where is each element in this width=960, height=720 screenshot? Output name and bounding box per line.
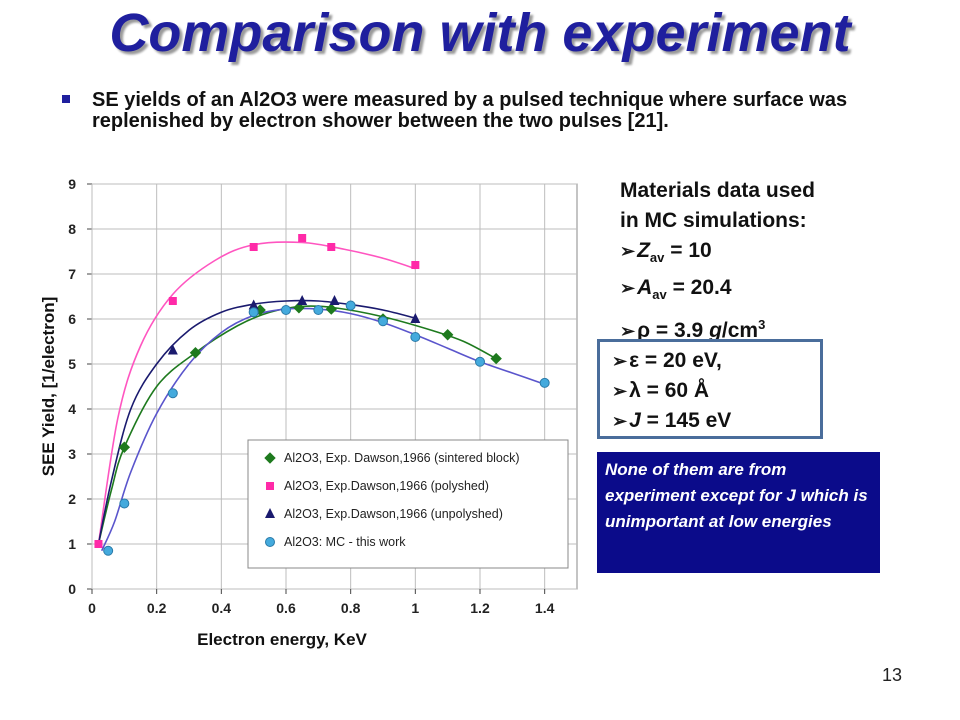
x-axis-label: Electron energy, KeV [197, 630, 367, 649]
data-point-circle [475, 356, 485, 367]
data-point-square [94, 540, 103, 548]
x-tick-label: 1 [411, 600, 419, 616]
a-subscript: av [652, 287, 667, 303]
y-tick-label: 6 [68, 311, 76, 327]
data-point-circle [167, 388, 178, 399]
data-point-triangle [410, 313, 421, 323]
x-tick-label: 0.2 [147, 600, 167, 616]
data-point-circle [248, 307, 259, 318]
data-point-diamond [490, 352, 502, 365]
data-point-triangle [167, 344, 178, 355]
lambda-row: ➢λ = 60 Å [612, 376, 820, 406]
data-point-triangle [248, 299, 259, 310]
data-point-diamond [118, 441, 131, 453]
data-point-square [327, 243, 336, 251]
z-symbol: Z [637, 239, 650, 262]
data-point-circle [378, 316, 388, 327]
data-point-diamond [441, 329, 454, 341]
note-box: None of them are from experiment except … [597, 452, 880, 573]
see-yield-chart: 0 1 2 3 4 5 6 7 8 9 0 0.2 0.4 0.6 0.8 1 1.2 1.4 Electron e… [39, 176, 578, 649]
x-tick-label: 0.8 [341, 600, 361, 616]
arrow-bullet-icon: ➢ [620, 241, 636, 261]
data-point-circle [103, 545, 114, 556]
x-tick-label: 0.6 [276, 600, 296, 616]
j-value: = 145 eV [640, 409, 732, 432]
eps-symbol: ε [629, 349, 640, 372]
data-point-square [168, 297, 177, 305]
series-curve-square [97, 241, 416, 545]
data-point-diamond [325, 303, 337, 315]
arrow-bullet-icon: ➢ [612, 381, 628, 401]
lambda-symbol: λ [629, 379, 641, 402]
materials-data-panel: Materials data used in MC simulations: ➢… [620, 176, 815, 346]
rho-symbol: ρ [637, 319, 651, 343]
arrow-bullet-icon: ➢ [612, 351, 628, 371]
y-tick-label: 8 [68, 221, 76, 237]
y-tick-label: 4 [68, 401, 76, 417]
data-point-square [411, 261, 420, 269]
legend-marker-triangle [265, 508, 275, 518]
y-tick-label: 3 [68, 446, 76, 462]
y-tick-label: 0 [68, 581, 76, 597]
arrow-bullet-icon: ➢ [620, 278, 636, 299]
data-point-circle [119, 498, 130, 509]
materials-a-row: ➢Aav = 20.4 [620, 273, 815, 310]
page-number: 13 [882, 665, 903, 685]
data-point-circle [313, 305, 324, 315]
materials-header-line1: Materials data used [620, 179, 815, 202]
legend-box [247, 439, 569, 569]
bullet-square-icon [62, 95, 70, 103]
y-axis-label: SEE Yield, [1/electron] [39, 297, 58, 477]
z-value: = 10 [664, 239, 712, 262]
rho-unit-g: g [709, 319, 722, 343]
model-parameters-box: ➢ε = 20 eV, ➢λ = 60 Å ➢J = 145 eV [597, 339, 823, 439]
y-tick-label: 5 [68, 356, 76, 372]
rho-value: = 3.9 [650, 319, 710, 343]
x-tick-label: 0.4 [212, 600, 232, 616]
legend-label: Al2O3, Exp. Dawson,1966 (sintered block) [284, 451, 520, 465]
y-tick-label: 1 [68, 536, 76, 552]
bullet-text: SE yields of an Al2O3 were measured by a… [92, 89, 848, 132]
y-tick-label: 7 [68, 266, 76, 282]
a-symbol: A [637, 276, 653, 300]
arrow-bullet-icon: ➢ [620, 321, 636, 342]
data-point-diamond [189, 347, 202, 359]
rho-unit-cm: /cm [721, 319, 759, 343]
materials-rho-row: ➢ρ = 3.9 g/cm3 [620, 310, 815, 346]
j-row: ➢J = 145 eV [612, 406, 820, 436]
data-point-square [249, 243, 258, 251]
materials-header-line2: in MC simulations: [620, 209, 807, 232]
eps-value: = 20 eV, [639, 349, 722, 372]
y-tick-label: 2 [68, 491, 76, 507]
data-point-circle [345, 300, 356, 311]
j-symbol: J [629, 409, 641, 432]
eps-row: ➢ε = 20 eV, [612, 346, 820, 376]
a-value: = 20.4 [666, 276, 732, 300]
legend-label: Al2O3, Exp.Dawson,1966 (unpolyshed) [284, 507, 503, 521]
x-tick-label: 1.4 [535, 600, 555, 616]
x-tick-label: 0 [88, 600, 96, 616]
x-tick-label: 1.2 [470, 600, 490, 616]
slide-title: Comparison with experiment [109, 3, 851, 63]
legend-marker-square [266, 482, 274, 490]
legend-label: Al2O3: MC - this work [284, 535, 406, 549]
data-point-triangle [329, 295, 340, 305]
rho-unit-exponent: 3 [758, 317, 766, 333]
data-point-circle [410, 332, 421, 342]
materials-z-row: ➢Zav = 10 [620, 236, 815, 273]
z-subscript: av [649, 250, 665, 266]
legend-marker-circle [265, 537, 275, 547]
data-point-square [298, 234, 307, 242]
legend-label: Al2O3, Exp.Dawson,1966 (polyshed) [284, 479, 489, 493]
data-point-diamond [293, 302, 305, 314]
legend-marker-diamond [264, 452, 276, 464]
arrow-bullet-icon: ➢ [612, 411, 628, 431]
data-point-circle [281, 305, 291, 315]
data-point-triangle [297, 295, 308, 305]
y-tick-label: 9 [68, 176, 76, 192]
data-point-circle [539, 377, 550, 388]
lambda-value: = 60 Å [640, 379, 710, 402]
